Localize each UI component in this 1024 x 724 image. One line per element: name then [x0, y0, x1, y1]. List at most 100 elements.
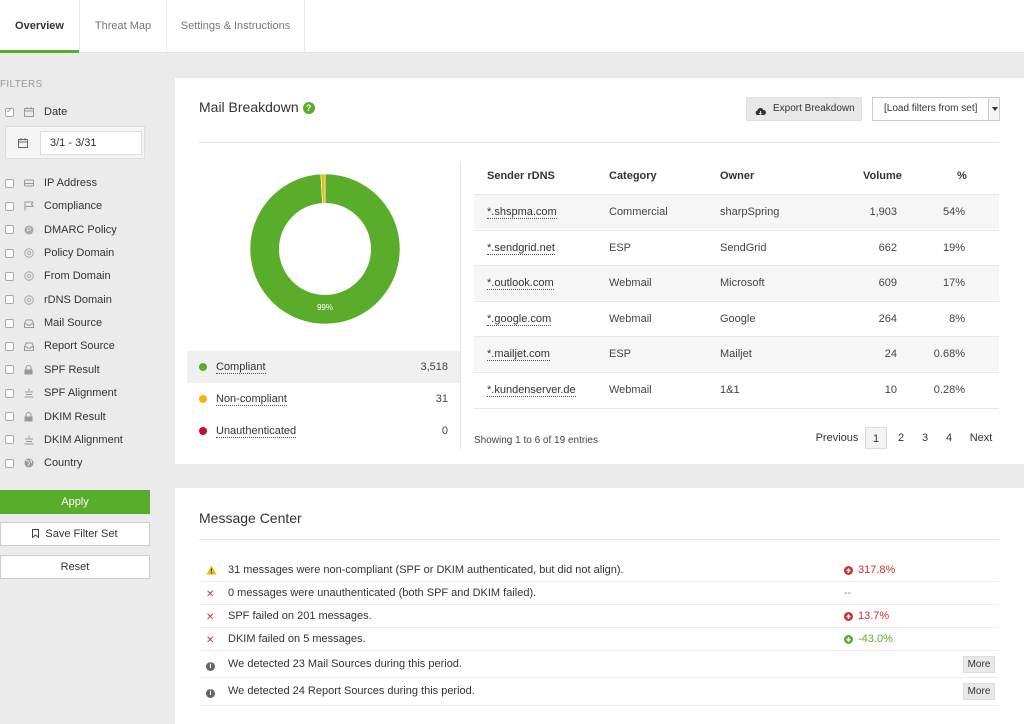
- filter-checkbox[interactable]: [5, 341, 14, 351]
- date-checkbox[interactable]: [5, 106, 14, 117]
- table-cell: sharpSpring: [720, 206, 780, 218]
- filter-spf-result[interactable]: SPF Result: [5, 361, 100, 379]
- reset-button[interactable]: Reset: [0, 555, 150, 579]
- legend-dot: [199, 363, 207, 371]
- filter-rdns-domain[interactable]: rDNS Domain: [5, 291, 112, 309]
- help-icon[interactable]: ?: [302, 102, 315, 114]
- table-row: *.shspma.com Commercial sharpSpring 1,903 54…: [474, 194, 999, 229]
- filter-checkbox[interactable]: [5, 318, 14, 328]
- column-header[interactable]: Category: [609, 170, 657, 182]
- apply-button[interactable]: Apply: [0, 490, 150, 514]
- pager-next[interactable]: Next: [969, 432, 993, 444]
- sender-rdns-link[interactable]: *.kundenserver.de: [487, 383, 576, 397]
- message-value: --: [844, 587, 852, 599]
- filter-checkbox[interactable]: [5, 295, 14, 305]
- sender-rdns-link[interactable]: *.google.com: [487, 312, 552, 326]
- message-row: 31 messages were non-compliant (SPF or D…: [199, 560, 999, 582]
- filter-checkbox[interactable]: [5, 225, 14, 235]
- legend-label[interactable]: Unauthenticated: [216, 424, 297, 438]
- filter-checkbox[interactable]: [5, 388, 14, 398]
- message-text: 0 messages were unauthenticated (both SP…: [228, 587, 537, 599]
- filter-compliance[interactable]: Compliance: [5, 197, 102, 215]
- filter-report-source[interactable]: Report Source: [5, 337, 115, 355]
- inbox-icon: [23, 341, 34, 352]
- table-cell: Google: [720, 312, 756, 325]
- filter-dkim-result[interactable]: DKIM Result: [5, 408, 106, 426]
- legend-value: 0: [441, 425, 448, 437]
- calendar-icon: [23, 107, 34, 118]
- column-header[interactable]: Owner: [720, 170, 755, 182]
- column-header[interactable]: %: [957, 170, 967, 182]
- pager-page-3[interactable]: 3: [921, 432, 929, 444]
- globe-icon: [23, 458, 34, 469]
- filter-checkbox[interactable]: [5, 178, 14, 188]
- load-filters-value: [Load filters from set]: [884, 103, 978, 114]
- legend-dot: [199, 395, 207, 403]
- column-header[interactable]: Volume: [863, 170, 902, 182]
- svg-text:P: P: [26, 228, 30, 234]
- sender-rdns-link[interactable]: *.sendgrid.net: [487, 241, 555, 255]
- tab-threat-map[interactable]: Threat Map: [80, 0, 167, 53]
- tab-settings-instructions[interactable]: Settings & Instructions: [167, 0, 305, 53]
- at-icon: [23, 271, 34, 282]
- filter-label: Policy Domain: [44, 247, 115, 260]
- filter-checkbox[interactable]: [5, 248, 14, 258]
- pager-previous[interactable]: Previous: [815, 432, 859, 444]
- save-filter-set-button[interactable]: Save Filter Set: [0, 522, 150, 546]
- filter-checkbox[interactable]: [5, 365, 14, 375]
- filter-dmarc-policy[interactable]: P DMARC Policy: [5, 221, 117, 239]
- info-icon: i: [206, 659, 215, 671]
- filter-ip-address[interactable]: IP Address: [5, 174, 97, 192]
- date-range-input[interactable]: 3/1 - 3/31: [40, 131, 142, 155]
- message-text: 31 messages were non-compliant (SPF or D…: [228, 564, 624, 576]
- legend-value: 3,518: [420, 361, 448, 373]
- message-text: We detected 24 Report Sources during thi…: [228, 685, 475, 697]
- filter-label: Report Source: [44, 340, 115, 353]
- pager-page-2[interactable]: 2: [897, 432, 905, 444]
- lock-icon: [23, 411, 34, 422]
- message-center-panel: Message Center 31 messages were non-comp…: [175, 488, 1024, 724]
- hard-drive-icon: [23, 178, 34, 189]
- filter-country[interactable]: Country: [5, 454, 83, 472]
- filter-checkbox[interactable]: [5, 435, 14, 445]
- cloud-download-icon: [755, 104, 766, 116]
- table-cell: ESP: [609, 241, 632, 254]
- sender-rdns-link[interactable]: *.shspma.com: [487, 206, 557, 219]
- pager-page-1[interactable]: 1: [865, 427, 887, 449]
- table-cell: 1,903: [869, 206, 897, 218]
- legend-label[interactable]: Compliant: [216, 360, 266, 374]
- sender-rdns-link[interactable]: *.mailjet.com: [487, 348, 550, 361]
- more-button[interactable]: More: [963, 683, 995, 700]
- filter-spf-alignment[interactable]: SPF Alignment: [5, 384, 117, 402]
- calendar-icon: [18, 138, 28, 148]
- export-breakdown-button[interactable]: Export Breakdown: [746, 97, 862, 121]
- table-row: *.kundenserver.de Webmail 1&1 10 0.28%: [474, 371, 999, 407]
- tab-overview[interactable]: Overview: [0, 0, 80, 53]
- table-row: *.mailjet.com ESP Mailjet 24 0.68%: [474, 336, 999, 371]
- column-header[interactable]: Sender rDNS: [487, 170, 555, 182]
- save-filter-set-label: Save Filter Set: [45, 528, 118, 540]
- more-button[interactable]: More: [963, 656, 995, 673]
- filter-from-domain[interactable]: From Domain: [5, 267, 111, 285]
- filter-checkbox[interactable]: [5, 458, 14, 468]
- bookmark-icon: [32, 524, 40, 546]
- legend-unauthenticated[interactable]: Unauthenticated 0: [187, 415, 460, 447]
- filter-mail-source[interactable]: Mail Source: [5, 314, 102, 332]
- legend-label[interactable]: Non-compliant: [216, 392, 287, 406]
- load-filters-select[interactable]: [Load filters from set]: [872, 97, 1000, 121]
- legend-compliant[interactable]: Compliant 3,518: [187, 351, 460, 383]
- divider: [199, 539, 999, 540]
- filter-dkim-alignment[interactable]: DKIM Alignment: [5, 431, 123, 449]
- mail-breakdown-title-text: Mail Breakdown: [199, 99, 299, 115]
- filter-policy-domain[interactable]: Policy Domain: [5, 244, 114, 262]
- divider: [199, 142, 999, 143]
- message-trend: --: [844, 587, 851, 599]
- filter-checkbox[interactable]: [5, 201, 14, 211]
- filter-checkbox[interactable]: [5, 271, 14, 281]
- sender-rdns-link[interactable]: *.outlook.com: [487, 277, 554, 290]
- filter-date[interactable]: Date: [5, 103, 67, 121]
- filter-checkbox[interactable]: [5, 412, 14, 421]
- pager-page-4[interactable]: 4: [945, 432, 953, 444]
- table-cell: 19%: [942, 241, 965, 254]
- legend-non-compliant[interactable]: Non-compliant 31: [187, 383, 460, 415]
